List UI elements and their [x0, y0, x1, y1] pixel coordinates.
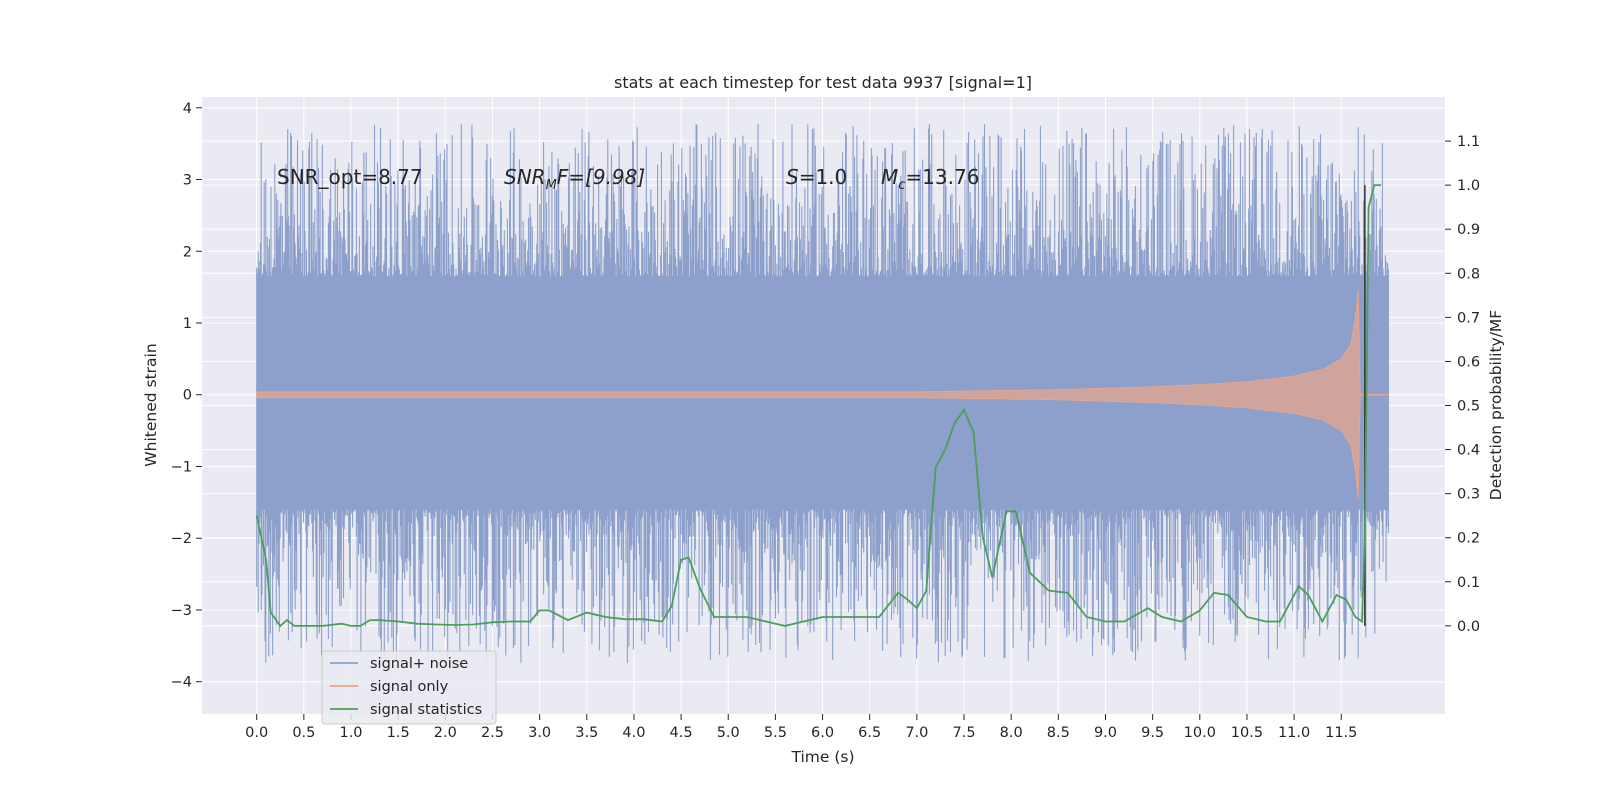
y-right-tick-label-2: 0.9	[1457, 222, 1480, 238]
annotation-snr-opt: SNR_opt=8.77	[277, 165, 423, 189]
y-right-tick-label-8: 0.3	[1457, 487, 1480, 503]
y-tick-label-3: 1	[183, 316, 192, 332]
x-tick-label-14: 7.0	[905, 725, 928, 741]
y-axis-right-ticks: 1.1 1.0 0.9 0.8 0.7 0.6 0.5 0.4 0.3 0.2 0.1 0.0	[1445, 134, 1480, 635]
y-right-tick-label-6: 0.5	[1457, 399, 1480, 415]
y-right-tick-label-9: 0.2	[1457, 531, 1480, 547]
x-tick-label-20: 10.0	[1184, 725, 1216, 741]
y-axis-label-right: Detection probability/MF	[1487, 310, 1505, 501]
x-tick-label-9: 4.5	[670, 725, 693, 741]
x-tick-label-11: 5.5	[764, 725, 787, 741]
y-axis-left-ticks: 4 3 2 1 0 −1 −2 −3 −4	[171, 101, 202, 691]
x-tick-label-12: 6.0	[811, 725, 834, 741]
x-tick-label-21: 10.5	[1231, 725, 1263, 741]
x-tick-label-6: 3.0	[528, 725, 551, 741]
legend-label-signal-statistics: signal statistics	[370, 702, 482, 718]
annotation-snr-mf: SNRMF=[9.98]	[504, 165, 645, 193]
y-tick-label-2: 2	[183, 244, 192, 260]
x-tick-label-7: 3.5	[575, 725, 598, 741]
x-tick-label-19: 9.5	[1141, 725, 1164, 741]
x-tick-label-8: 4.0	[622, 725, 645, 741]
chart-title: stats at each timestep for test data 993…	[614, 73, 1032, 92]
x-tick-label-0: 0.0	[245, 725, 268, 741]
legend-box	[321, 650, 497, 725]
legend: signal+ noise signal only signal statist…	[321, 650, 497, 725]
x-tick-label-5: 2.5	[481, 725, 504, 741]
x-axis-label: Time (s)	[790, 748, 854, 766]
annotation-mc: Mc=13.76	[881, 165, 979, 193]
x-tick-label-16: 8.0	[1000, 725, 1023, 741]
x-tick-label-23: 11.5	[1325, 725, 1357, 741]
y-tick-label-6: −2	[171, 531, 192, 547]
y-tick-label-1: 3	[183, 173, 192, 189]
y-axis-label-left: Whitened strain	[142, 343, 160, 466]
y-right-tick-label-5: 0.6	[1457, 354, 1480, 370]
y-right-tick-label-7: 0.4	[1457, 443, 1480, 459]
y-tick-label-4: 0	[183, 388, 192, 404]
signal-only-series	[256, 290, 1361, 499]
y-right-tick-label-3: 0.8	[1457, 266, 1480, 282]
x-tick-label-10: 5.0	[717, 725, 740, 741]
x-tick-label-1: 0.5	[292, 725, 315, 741]
y-tick-label-5: −1	[171, 459, 192, 475]
x-tick-label-17: 8.5	[1047, 725, 1070, 741]
x-tick-label-4: 2.0	[434, 725, 457, 741]
legend-label-signal-noise: signal+ noise	[370, 656, 468, 672]
x-tick-label-2: 1.0	[339, 725, 362, 741]
x-tick-label-13: 6.5	[858, 725, 881, 741]
y-tick-label-0: 4	[183, 101, 192, 117]
y-tick-label-7: −3	[171, 603, 192, 619]
x-tick-label-22: 11.0	[1278, 725, 1310, 741]
x-tick-label-18: 9.0	[1094, 725, 1117, 741]
x-tick-label-15: 7.5	[952, 725, 975, 741]
y-right-tick-label-0: 1.1	[1457, 134, 1480, 150]
signal-statistics-series	[255, 184, 1381, 628]
y-right-tick-label-4: 0.7	[1457, 310, 1480, 326]
y-right-tick-label-10: 0.1	[1457, 575, 1480, 591]
x-axis-ticks: 0.0 0.5 1.0 1.5 2.0 2.5 3.0 3.5 4.0 4.5 5.0 5.5 6.0 6…	[245, 714, 1357, 741]
annotation-s: S=1.0	[786, 165, 847, 189]
y-tick-label-8: −4	[171, 675, 192, 691]
x-tick-label-3: 1.5	[387, 725, 410, 741]
y-right-tick-label-11: 0.0	[1457, 619, 1480, 635]
legend-label-signal-only: signal only	[370, 679, 449, 695]
y-right-tick-label-1: 1.0	[1457, 178, 1480, 194]
